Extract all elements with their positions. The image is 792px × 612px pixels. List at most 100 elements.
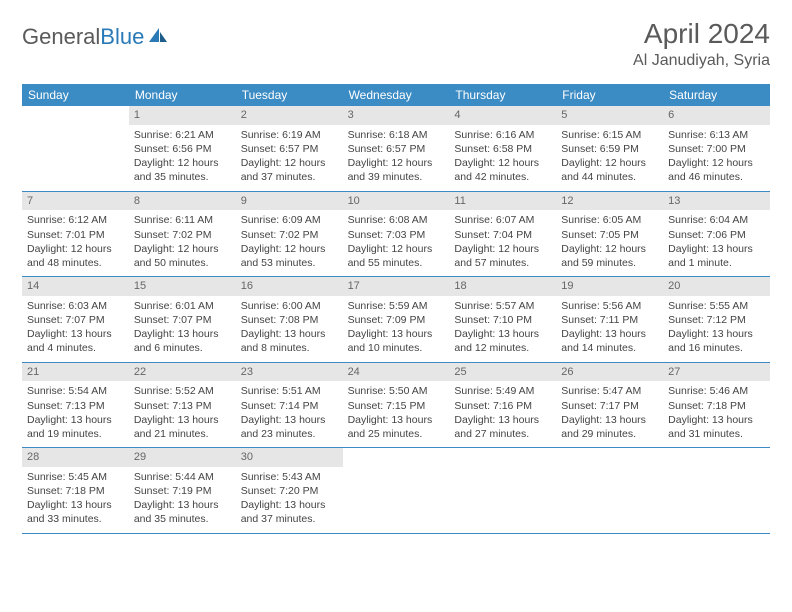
day-number: 10 <box>343 192 450 211</box>
sunset-line: Sunset: 7:11 PM <box>561 313 658 327</box>
sunset-line: Sunset: 7:10 PM <box>454 313 551 327</box>
sunset-line: Sunset: 7:12 PM <box>668 313 765 327</box>
location: Al Janudiyah, Syria <box>633 52 770 70</box>
day-number: 28 <box>22 448 129 467</box>
calendar-cell: 22Sunrise: 5:52 AMSunset: 7:13 PMDayligh… <box>129 363 236 448</box>
daylight-line: Daylight: 13 hours and 8 minutes. <box>241 327 338 355</box>
day-header-row: SundayMondayTuesdayWednesdayThursdayFrid… <box>22 84 770 106</box>
sunrise-line: Sunrise: 5:46 AM <box>668 384 765 398</box>
sunrise-line: Sunrise: 6:21 AM <box>134 128 231 142</box>
daylight-line: Daylight: 12 hours and 46 minutes. <box>668 156 765 184</box>
calendar-cell: 10Sunrise: 6:08 AMSunset: 7:03 PMDayligh… <box>343 192 450 277</box>
calendar-cell <box>449 448 556 533</box>
sunset-line: Sunset: 6:56 PM <box>134 142 231 156</box>
calendar-cell: 9Sunrise: 6:09 AMSunset: 7:02 PMDaylight… <box>236 192 343 277</box>
day-header-cell: Wednesday <box>343 84 450 106</box>
day-number: 17 <box>343 277 450 296</box>
day-number: 25 <box>449 363 556 382</box>
sunrise-line: Sunrise: 6:19 AM <box>241 128 338 142</box>
sunrise-line: Sunrise: 5:56 AM <box>561 299 658 313</box>
week-row: 7Sunrise: 6:12 AMSunset: 7:01 PMDaylight… <box>22 192 770 278</box>
daylight-line: Daylight: 13 hours and 37 minutes. <box>241 498 338 526</box>
daylight-line: Daylight: 13 hours and 4 minutes. <box>27 327 124 355</box>
logo-text-1: General <box>22 24 100 50</box>
daylight-line: Daylight: 13 hours and 1 minute. <box>668 242 765 270</box>
daylight-line: Daylight: 12 hours and 44 minutes. <box>561 156 658 184</box>
daylight-line: Daylight: 12 hours and 48 minutes. <box>27 242 124 270</box>
day-number: 3 <box>343 106 450 125</box>
sunset-line: Sunset: 7:15 PM <box>348 399 445 413</box>
calendar-cell: 27Sunrise: 5:46 AMSunset: 7:18 PMDayligh… <box>663 363 770 448</box>
daylight-line: Daylight: 12 hours and 39 minutes. <box>348 156 445 184</box>
sunrise-line: Sunrise: 6:00 AM <box>241 299 338 313</box>
calendar-cell: 26Sunrise: 5:47 AMSunset: 7:17 PMDayligh… <box>556 363 663 448</box>
daylight-line: Daylight: 12 hours and 35 minutes. <box>134 156 231 184</box>
calendar-cell: 16Sunrise: 6:00 AMSunset: 7:08 PMDayligh… <box>236 277 343 362</box>
calendar-cell: 19Sunrise: 5:56 AMSunset: 7:11 PMDayligh… <box>556 277 663 362</box>
sunrise-line: Sunrise: 6:01 AM <box>134 299 231 313</box>
sunset-line: Sunset: 7:05 PM <box>561 228 658 242</box>
header: GeneralBlue April 2024 Al Janudiyah, Syr… <box>22 18 770 70</box>
day-number: 1 <box>129 106 236 125</box>
logo-text-2: Blue <box>100 24 144 50</box>
sunset-line: Sunset: 6:57 PM <box>241 142 338 156</box>
calendar-cell <box>343 448 450 533</box>
logo: GeneralBlue <box>22 24 169 50</box>
daylight-line: Daylight: 12 hours and 50 minutes. <box>134 242 231 270</box>
month-title: April 2024 <box>633 18 770 50</box>
daylight-line: Daylight: 12 hours and 42 minutes. <box>454 156 551 184</box>
sunrise-line: Sunrise: 5:59 AM <box>348 299 445 313</box>
day-number: 27 <box>663 363 770 382</box>
calendar-cell: 25Sunrise: 5:49 AMSunset: 7:16 PMDayligh… <box>449 363 556 448</box>
day-header-cell: Thursday <box>449 84 556 106</box>
week-row: 28Sunrise: 5:45 AMSunset: 7:18 PMDayligh… <box>22 448 770 534</box>
day-number: 12 <box>556 192 663 211</box>
sunrise-line: Sunrise: 6:04 AM <box>668 213 765 227</box>
sunset-line: Sunset: 7:17 PM <box>561 399 658 413</box>
sunrise-line: Sunrise: 6:07 AM <box>454 213 551 227</box>
sunrise-line: Sunrise: 5:43 AM <box>241 470 338 484</box>
daylight-line: Daylight: 13 hours and 23 minutes. <box>241 413 338 441</box>
sunset-line: Sunset: 7:07 PM <box>27 313 124 327</box>
day-header-cell: Tuesday <box>236 84 343 106</box>
calendar-cell: 8Sunrise: 6:11 AMSunset: 7:02 PMDaylight… <box>129 192 236 277</box>
calendar-cell: 1 Sunrise: 6:21 AMSunset: 6:56 PMDaylight… <box>129 106 236 191</box>
daylight-line: Daylight: 13 hours and 6 minutes. <box>134 327 231 355</box>
day-number: 11 <box>449 192 556 211</box>
day-number: 2 <box>236 106 343 125</box>
day-number: 4 <box>449 106 556 125</box>
day-number: 30 <box>236 448 343 467</box>
day-number: 15 <box>129 277 236 296</box>
day-number: 24 <box>343 363 450 382</box>
day-number: 7 <box>22 192 129 211</box>
day-number: 22 <box>129 363 236 382</box>
daylight-line: Daylight: 12 hours and 57 minutes. <box>454 242 551 270</box>
calendar-cell: 20Sunrise: 5:55 AMSunset: 7:12 PMDayligh… <box>663 277 770 362</box>
daylight-line: Daylight: 13 hours and 29 minutes. <box>561 413 658 441</box>
logo-sail-icon <box>147 24 169 50</box>
sunset-line: Sunset: 7:14 PM <box>241 399 338 413</box>
day-header-cell: Sunday <box>22 84 129 106</box>
daylight-line: Daylight: 13 hours and 31 minutes. <box>668 413 765 441</box>
day-number: 21 <box>22 363 129 382</box>
day-number: 20 <box>663 277 770 296</box>
day-number: 6 <box>663 106 770 125</box>
sunset-line: Sunset: 7:01 PM <box>27 228 124 242</box>
week-row: 14Sunrise: 6:03 AMSunset: 7:07 PMDayligh… <box>22 277 770 363</box>
sunset-line: Sunset: 6:57 PM <box>348 142 445 156</box>
sunrise-line: Sunrise: 6:16 AM <box>454 128 551 142</box>
daylight-line: Daylight: 12 hours and 53 minutes. <box>241 242 338 270</box>
daylight-line: Daylight: 13 hours and 16 minutes. <box>668 327 765 355</box>
calendar-cell <box>22 106 129 191</box>
day-number: 29 <box>129 448 236 467</box>
sunrise-line: Sunrise: 5:57 AM <box>454 299 551 313</box>
sunset-line: Sunset: 7:20 PM <box>241 484 338 498</box>
sunset-line: Sunset: 7:06 PM <box>668 228 765 242</box>
sunset-line: Sunset: 7:07 PM <box>134 313 231 327</box>
sunset-line: Sunset: 7:19 PM <box>134 484 231 498</box>
sunset-line: Sunset: 7:02 PM <box>241 228 338 242</box>
calendar-cell <box>663 448 770 533</box>
calendar-cell: 3Sunrise: 6:18 AMSunset: 6:57 PMDaylight… <box>343 106 450 191</box>
sunrise-line: Sunrise: 5:44 AM <box>134 470 231 484</box>
sunrise-line: Sunrise: 5:50 AM <box>348 384 445 398</box>
